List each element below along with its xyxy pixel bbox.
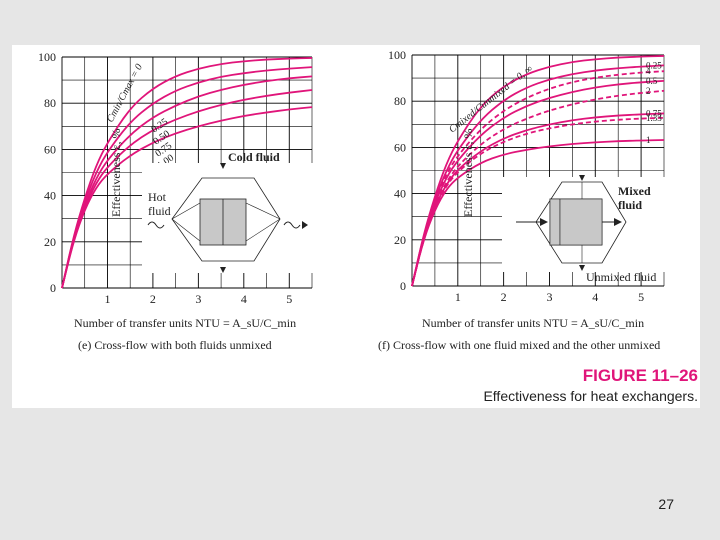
x-tick-label: 5	[286, 292, 292, 306]
arrow-down-icon	[579, 175, 585, 181]
chart-f-diagram: Mixed fluid Unmixed fluid	[502, 175, 672, 284]
x-tick-label: 4	[592, 290, 598, 304]
chart-f-ticks: 0 20 40 60 80 100 1 2 3 4 5	[388, 48, 644, 304]
diagram-e-cold-label: Cold fluid	[228, 150, 280, 164]
y-tick-label: 80	[394, 94, 406, 108]
arrow-down-icon	[220, 163, 226, 169]
y-tick-label: 20	[44, 235, 56, 249]
arrow-right-icon	[540, 218, 548, 226]
x-tick-label: 4	[241, 292, 247, 306]
diagram-e-hot-label-1: Hot	[148, 190, 167, 204]
arrow-right-icon	[302, 221, 308, 229]
chart-e-diagram: Hot fluid Cold fluid	[142, 150, 322, 273]
arrow-down-icon	[220, 267, 226, 273]
diagram-e-line	[171, 218, 201, 242]
chart-e-ylabel: Effectiveness ε, %	[109, 129, 123, 217]
page-number: 27	[658, 496, 674, 512]
arrow-right-icon	[614, 218, 622, 226]
chart-f-xlabel: Number of transfer units NTU = A_sU/C_mi…	[422, 316, 644, 330]
diagram-f-unmixed-label: Unmixed fluid	[586, 270, 656, 284]
x-tick-label: 5	[638, 290, 644, 304]
series-label: 4	[646, 66, 651, 76]
x-tick-label: 3	[546, 290, 552, 304]
chart-e-ticks: 0 20 40 60 80 100 1 2 3 4 5	[38, 50, 292, 306]
figure-label: FIGURE 11–26	[583, 366, 698, 385]
series-line	[61, 66, 313, 289]
wavy-arrow-icon	[283, 221, 301, 229]
x-tick-label: 2	[501, 290, 507, 304]
x-tick-label: 3	[195, 292, 201, 306]
diagram-f-mixed-label-1: Mixed	[618, 184, 651, 198]
y-tick-label: 20	[394, 233, 406, 247]
diagram-e-hot-label-2: fluid	[148, 204, 171, 218]
series-line	[61, 106, 313, 289]
y-tick-label: 100	[388, 48, 406, 62]
x-tick-label: 1	[455, 290, 461, 304]
series-label: 1.33	[646, 113, 662, 123]
series-line	[411, 55, 665, 287]
diagram-e-line	[245, 218, 281, 242]
chart-e-caption: (e) Cross-flow with both fluids unmixed	[78, 338, 272, 352]
y-tick-label: 60	[44, 142, 56, 156]
y-tick-label: 100	[38, 50, 56, 64]
wavy-arrow-icon	[147, 221, 165, 229]
x-tick-label: 2	[150, 292, 156, 306]
figure-caption: Effectiveness for heat exchangers.	[483, 388, 698, 404]
series-line	[411, 139, 665, 287]
series-label: 0.25	[646, 60, 662, 70]
y-tick-label: 0	[400, 279, 406, 293]
series-label: 0.75	[646, 108, 662, 118]
diagram-e-line	[245, 202, 281, 220]
series-label: 2	[646, 86, 651, 96]
series-line	[61, 57, 313, 289]
series-line	[411, 79, 665, 287]
arrow-down-icon	[579, 265, 585, 271]
chart-f-ylabel: Effectiveness ε, %	[461, 129, 475, 217]
series-line	[411, 70, 665, 287]
y-tick-label: 40	[44, 189, 56, 203]
series-label: 0.5	[646, 76, 658, 86]
chart-e-xlabel: Number of transfer units NTU = A_sU/C_mi…	[74, 316, 296, 330]
chart-f-caption: (f) Cross-flow with one fluid mixed and …	[378, 338, 660, 352]
diagram-f-strip	[549, 198, 561, 246]
y-tick-label: 80	[44, 96, 56, 110]
diagram-f-mixed-label-2: fluid	[618, 198, 642, 212]
diagram-e-line	[171, 202, 201, 220]
series-label: 1	[646, 135, 651, 145]
diagram-f-mixed	[559, 198, 603, 246]
y-tick-label: 60	[394, 140, 406, 154]
y-tick-label: 0	[50, 281, 56, 295]
y-tick-label: 40	[394, 187, 406, 201]
chart-f-curves	[411, 55, 665, 287]
figure-panel: 0 20 40 60 80 100 1 2 3 4 5 Cmin/Cmax = 0 0.25 0.50…	[12, 45, 700, 408]
x-tick-label: 1	[104, 292, 110, 306]
chart-e-curves	[61, 57, 313, 289]
